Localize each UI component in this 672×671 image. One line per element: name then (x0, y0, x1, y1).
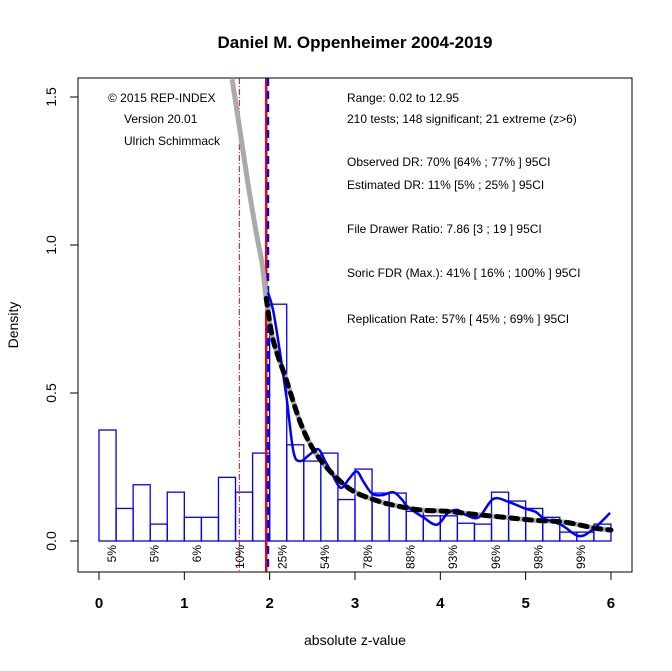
power-label: 6% (190, 545, 204, 563)
y-tick-label: 1.0 (43, 235, 59, 255)
annotation-tests: 210 tests; 148 significant; 21 extreme (… (347, 112, 577, 126)
power-label: 88% (403, 545, 417, 569)
power-label: 99% (574, 545, 588, 569)
power-labels: 5% 5% 6% 10% 25% 54% 78% 88% 93% 96% 98% 99% (105, 545, 588, 569)
histogram-bar (593, 523, 612, 542)
model-fit-significant-curve (263, 295, 614, 533)
power-label: 10% (233, 545, 247, 569)
x-tick-label: 6 (607, 595, 615, 612)
power-label: 5% (105, 545, 119, 563)
x-tick-label: 1 (180, 595, 188, 612)
chart-title: Daniel M. Oppenheimer 2004-2019 (218, 33, 493, 52)
power-label: 98% (531, 545, 545, 569)
statistics-annotation: Range: 0.02 to 12.95 210 tests; 148 sign… (347, 91, 580, 326)
power-label: 5% (147, 545, 161, 563)
x-axis-label: absolute z-value (304, 632, 406, 648)
histogram-bar (542, 516, 561, 542)
x-tick-label: 4 (436, 595, 445, 612)
power-label: 78% (361, 545, 375, 569)
annotation-file-drawer-ratio: File Drawer Ratio: 7.86 [3 ; 19 ] 95CI (347, 222, 542, 236)
x-tick-label: 3 (351, 595, 359, 612)
x-axis: 0 1 2 3 4 5 6 (95, 571, 615, 612)
copyright-annotation: © 2015 REP-INDEX Version 20.01 Ulrich Sc… (108, 91, 221, 148)
annotation-replication-rate: Replication Rate: 57% [ 45% ; 69% ] 95CI (347, 312, 569, 326)
y-axis: 0.0 0.5 1.0 1.5 (43, 87, 79, 551)
annotation-version: Version 20.01 (124, 112, 198, 126)
annotation-soric-fdr: Soric FDR (Max.): 41% [ 16% ; 100% ] 95C… (347, 266, 580, 280)
x-tick-label: 2 (265, 595, 273, 612)
y-tick-label: 1.5 (43, 87, 59, 107)
annotation-estimated-dr: Estimated DR: 11% [5% ; 25% ] 95CI (347, 178, 544, 192)
annotation-author: Ulrich Schimmack (124, 134, 221, 148)
x-tick-label: 5 (521, 595, 529, 612)
annotation-observed-dr: Observed DR: 70% [64% ; 77% ] 95CI (347, 155, 550, 169)
power-label: 96% (489, 545, 503, 569)
annotation-range: Range: 0.02 to 12.95 (347, 91, 459, 105)
histogram-bar (320, 452, 339, 542)
x-tick-label: 0 (95, 595, 103, 612)
density-curves (229, 78, 614, 538)
y-axis-label: Density (5, 302, 21, 349)
histogram-bar (269, 303, 288, 542)
histogram-bar (132, 484, 151, 542)
histogram-bar (166, 491, 185, 542)
power-label: 25% (275, 545, 289, 569)
y-tick-label: 0.0 (43, 531, 59, 551)
annotation-copyright: © 2015 REP-INDEX (108, 91, 216, 105)
power-label: 54% (318, 545, 332, 569)
histogram-bars (98, 303, 612, 542)
power-label: 93% (446, 545, 460, 569)
y-tick-label: 0.5 (43, 383, 59, 403)
kernel-density-curve (266, 291, 611, 538)
histogram-bar (98, 429, 117, 542)
